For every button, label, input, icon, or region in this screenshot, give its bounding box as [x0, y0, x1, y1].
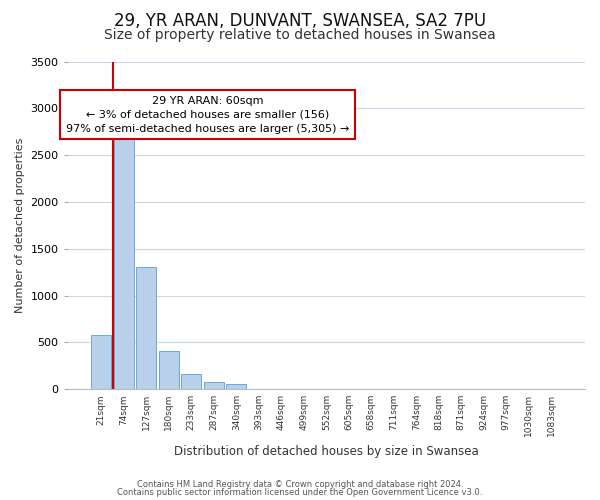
X-axis label: Distribution of detached houses by size in Swansea: Distribution of detached houses by size …: [174, 444, 479, 458]
Bar: [114, 116, 134, 389]
Bar: [91, 335, 112, 389]
Text: Contains HM Land Registry data © Crown copyright and database right 2024.: Contains HM Land Registry data © Crown c…: [137, 480, 463, 489]
Bar: [159, 351, 179, 389]
Text: 29, YR ARAN, DUNVANT, SWANSEA, SA2 7PU: 29, YR ARAN, DUNVANT, SWANSEA, SA2 7PU: [114, 12, 486, 30]
Bar: [204, 382, 224, 389]
Bar: [136, 266, 157, 389]
Text: Size of property relative to detached houses in Swansea: Size of property relative to detached ho…: [104, 28, 496, 42]
Text: Contains public sector information licensed under the Open Government Licence v3: Contains public sector information licen…: [118, 488, 482, 497]
Y-axis label: Number of detached properties: Number of detached properties: [15, 138, 25, 313]
Bar: [226, 384, 247, 389]
Text: 29 YR ARAN: 60sqm
← 3% of detached houses are smaller (156)
97% of semi-detached: 29 YR ARAN: 60sqm ← 3% of detached house…: [65, 96, 349, 134]
Bar: [181, 374, 202, 389]
